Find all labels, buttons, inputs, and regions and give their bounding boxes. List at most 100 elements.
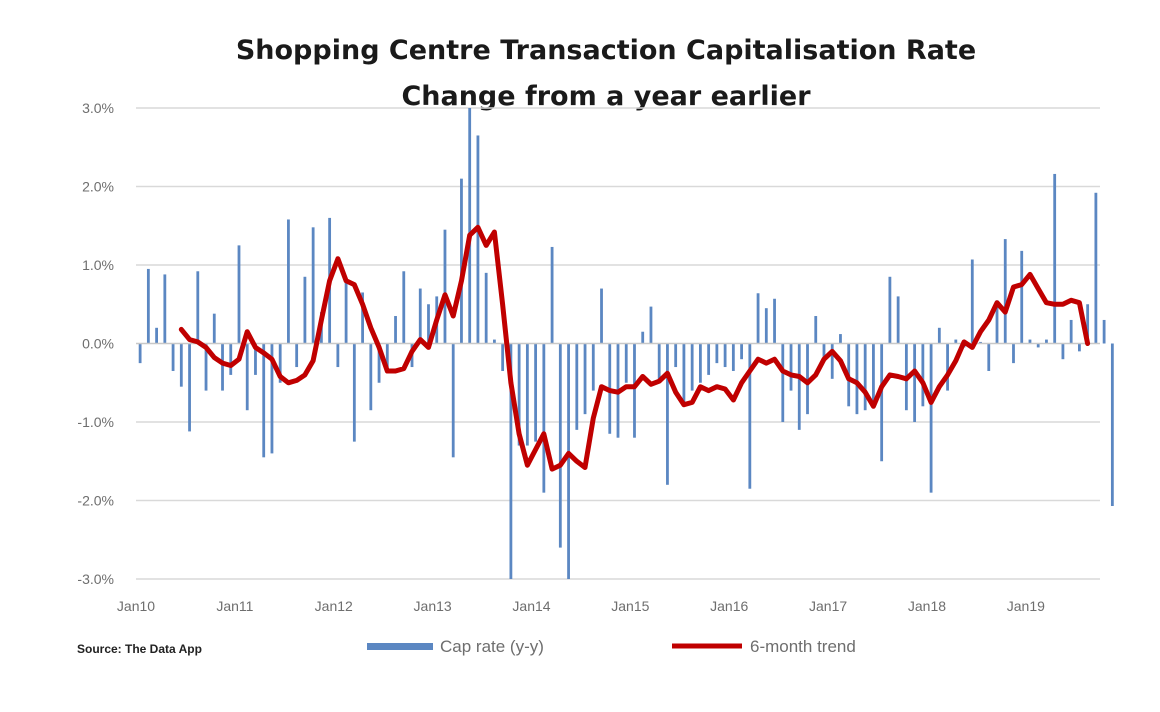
- source-note: Source: The Data App: [77, 642, 202, 656]
- bar: [237, 245, 241, 344]
- bar: [567, 343, 570, 579]
- bar: [682, 343, 686, 407]
- bar: [427, 304, 430, 344]
- x-tick-label: Jan16: [710, 598, 748, 614]
- chart-title: Shopping Centre Transaction Capitalisati…: [236, 35, 976, 66]
- bar: [542, 343, 546, 493]
- bar: [822, 343, 826, 360]
- bar: [1061, 343, 1065, 360]
- bar: [575, 343, 579, 430]
- x-tick-label: Jan13: [414, 598, 452, 614]
- bar: [657, 343, 661, 383]
- bar: [649, 306, 653, 344]
- bar: [377, 343, 381, 383]
- chart-subtitle: Change from a year earlier: [401, 81, 811, 112]
- bar: [509, 343, 513, 579]
- bar: [740, 343, 743, 360]
- bar: [731, 343, 735, 371]
- bar: [179, 343, 183, 387]
- bar: [443, 229, 447, 344]
- bar: [698, 343, 702, 383]
- bar: [460, 178, 463, 344]
- bar: [1078, 343, 1081, 352]
- bar: [839, 334, 842, 344]
- bar: [138, 343, 142, 364]
- bar: [880, 343, 884, 462]
- bar: [344, 280, 348, 344]
- bar: [352, 343, 356, 442]
- bar: [937, 327, 941, 344]
- x-tick-label: Jan19: [1007, 598, 1045, 614]
- bar: [707, 343, 711, 375]
- trend-line: [178, 224, 1091, 472]
- bar: [229, 343, 233, 375]
- bar: [781, 343, 785, 422]
- bar: [855, 343, 859, 415]
- bar: [633, 343, 636, 438]
- bar: [402, 271, 406, 344]
- bar: [196, 271, 200, 344]
- y-axis-ticks: 3.0% 2.0% 1.0% 0.0% -1.0% -2.0% -3.0%: [77, 100, 114, 587]
- x-axis-ticks: Jan10 Jan11 Jan12 Jan13 Jan14 Jan15 Jan16 Jan17…: [117, 598, 1045, 614]
- bar: [723, 343, 727, 368]
- bar: [789, 343, 793, 391]
- bar: [946, 343, 949, 391]
- bar: [995, 300, 999, 344]
- bar: [1110, 343, 1114, 506]
- bar: [484, 272, 488, 344]
- legend-swatch-bar: [367, 643, 433, 650]
- bar: [806, 343, 809, 415]
- y-tick-label: 2.0%: [82, 179, 114, 195]
- bar: [534, 343, 538, 442]
- bar: [204, 343, 208, 391]
- bar: [278, 343, 282, 383]
- bar: [270, 343, 274, 454]
- bar: [155, 327, 158, 344]
- y-tick-label: 1.0%: [82, 257, 114, 273]
- bar: [690, 343, 694, 391]
- bar: [674, 343, 678, 368]
- bar: [287, 219, 290, 344]
- bar: [797, 343, 801, 430]
- bar: [254, 343, 257, 375]
- bar: [1053, 173, 1057, 344]
- bar: [1069, 319, 1073, 344]
- y-tick-label: 3.0%: [82, 100, 114, 116]
- bar: [896, 296, 900, 344]
- bar: [954, 339, 958, 344]
- bar: [221, 343, 224, 391]
- y-tick-label: -3.0%: [77, 571, 114, 587]
- x-tick-label: Jan12: [315, 598, 353, 614]
- bar: [476, 135, 480, 344]
- bar: [171, 343, 175, 371]
- x-tick-label: Jan11: [216, 598, 253, 614]
- bar: [361, 292, 364, 344]
- bar: [773, 298, 776, 344]
- bar: [163, 274, 167, 344]
- bar: [1012, 343, 1015, 364]
- bar: [1086, 304, 1090, 344]
- bar: [394, 316, 397, 344]
- bar: [764, 308, 768, 344]
- bar: [1045, 339, 1048, 344]
- bar: [1094, 192, 1098, 344]
- bar: [641, 331, 645, 344]
- bar: [451, 343, 455, 458]
- bar: [303, 276, 307, 344]
- bar: [888, 276, 892, 344]
- legend-label-bar: Cap rate (y-y): [440, 637, 544, 656]
- bar: [369, 343, 373, 411]
- bar: [979, 341, 982, 344]
- bar: [501, 343, 505, 371]
- bar: [558, 343, 562, 548]
- bar: [830, 343, 834, 379]
- x-tick-label: Jan17: [809, 598, 847, 614]
- bar: [666, 343, 669, 485]
- bar: [311, 227, 315, 344]
- bar: [591, 343, 595, 391]
- bar: [385, 343, 389, 368]
- bar: [929, 343, 933, 493]
- bar: [146, 268, 150, 344]
- x-tick-label: Jan14: [512, 598, 550, 614]
